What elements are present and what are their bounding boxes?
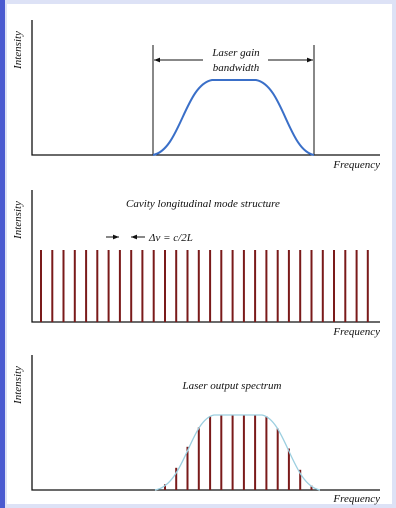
x-label: Frequency	[332, 159, 380, 171]
panel-title: Laser output spectrum	[182, 380, 282, 392]
annotation: Laser gain	[211, 47, 260, 59]
x-label: Frequency	[332, 326, 380, 338]
side-stripe	[0, 0, 5, 508]
axes	[31, 355, 380, 491]
axes	[31, 20, 380, 156]
x-label: Frequency	[332, 493, 380, 505]
panel-title: Cavity longitudinal mode structure	[126, 198, 280, 210]
mode-lines	[40, 250, 369, 322]
spacing-label: Δν = c/2L	[148, 232, 193, 244]
axes	[31, 190, 380, 323]
axis-label: Intensity	[12, 201, 24, 240]
axis-label: Intensity	[12, 366, 24, 405]
axis-label: Intensity	[12, 31, 24, 70]
gain-curve	[152, 79, 315, 156]
annotation: bandwidth	[213, 62, 260, 74]
envelope	[154, 414, 321, 491]
output-lines	[164, 415, 313, 490]
